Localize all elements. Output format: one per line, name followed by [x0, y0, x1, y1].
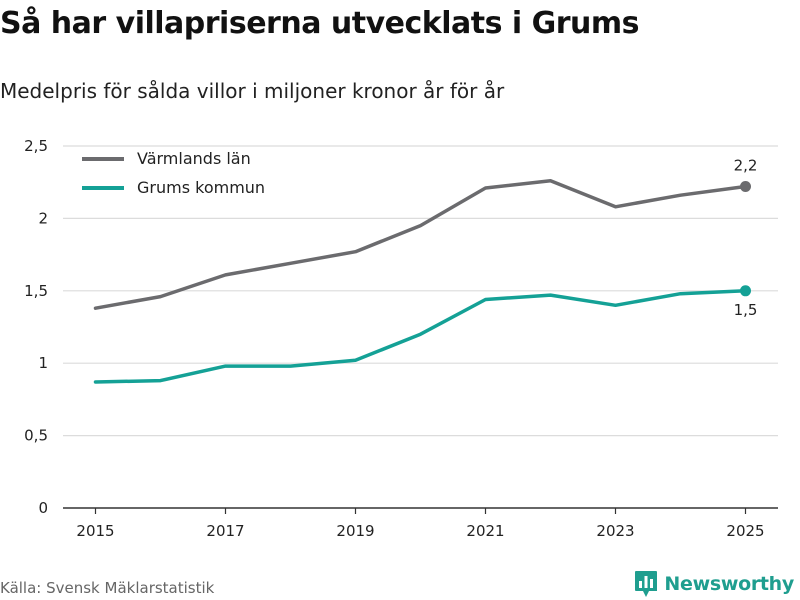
y-tick-label: 1 — [38, 354, 48, 372]
y-tick-label: 1,5 — [24, 282, 48, 300]
x-tick-label: 2017 — [206, 522, 244, 540]
chart-subtitle: Medelpris för sålda villor i miljoner kr… — [0, 79, 505, 103]
source-note: Källa: Svensk Mäklarstatistik — [0, 579, 215, 597]
legend-label-2: Grums kommun — [137, 178, 265, 197]
y-tick-label: 2 — [38, 209, 48, 227]
series-end-point-1 — [740, 181, 751, 193]
y-tick-label: 2,5 — [24, 137, 48, 155]
y-tick-label: 0,5 — [24, 427, 48, 445]
x-tick-label: 2015 — [76, 522, 114, 540]
y-tick-label: 0 — [38, 499, 48, 517]
newsworthy-logo: Newsworthy — [634, 570, 794, 598]
series-end-label-2: 1,5 — [734, 301, 758, 319]
legend-label-1: Värmlands län — [137, 149, 251, 168]
brand-name: Newsworthy — [664, 573, 794, 595]
x-tick-label: 2021 — [466, 522, 504, 540]
x-tick-label: 2023 — [596, 522, 634, 540]
series-line-2 — [93, 289, 748, 384]
series-end-point-2 — [740, 285, 751, 297]
bar-chart-icon — [635, 571, 658, 597]
x-tick-label: 2025 — [726, 522, 764, 540]
series-end-label-1: 2,2 — [734, 157, 758, 175]
series-line-1 — [93, 179, 748, 310]
chart-title: Så har villapriserna utvecklats i Grums — [0, 6, 640, 41]
x-tick-label: 2019 — [336, 522, 374, 540]
